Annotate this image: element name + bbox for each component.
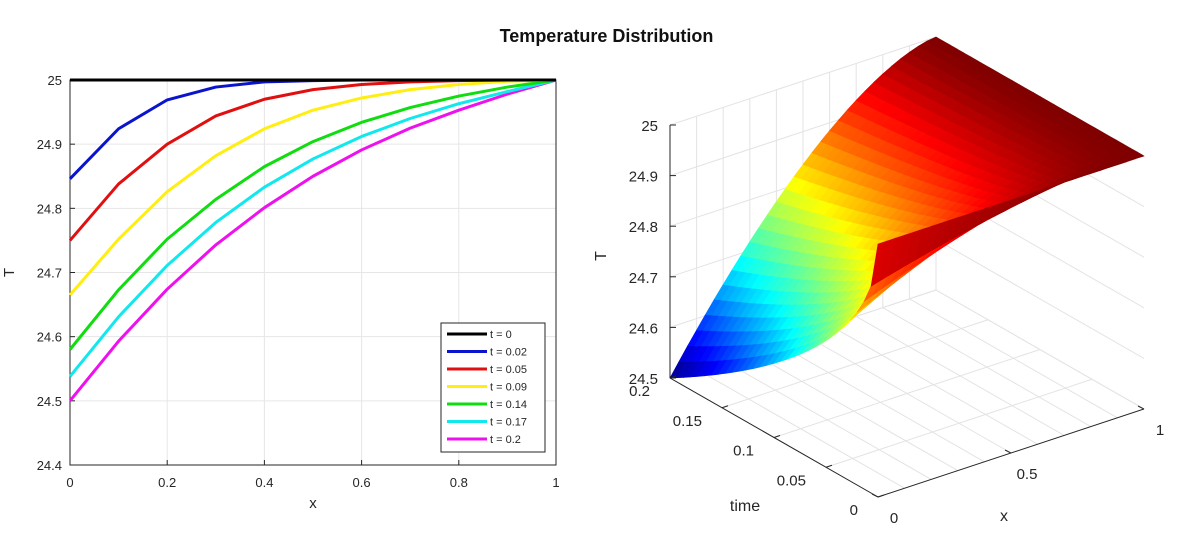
z-tick-label: 24.5 bbox=[629, 371, 658, 388]
time-tick-label: 0.2 bbox=[629, 383, 650, 400]
series-line bbox=[68, 78, 557, 296]
backwall-gridline bbox=[669, 36, 937, 126]
z-tick-label: 24.7 bbox=[629, 270, 658, 287]
time-tick bbox=[773, 435, 781, 438]
x-tick-label: 0.5 bbox=[1017, 466, 1038, 483]
y-tick-label: 25 bbox=[48, 73, 62, 88]
y-axis-label: T bbox=[1, 268, 18, 277]
x-tick-label: 1 bbox=[552, 475, 559, 490]
time-tick-label: 0.15 bbox=[673, 413, 702, 430]
x-tick-label: 0.8 bbox=[450, 475, 468, 490]
legend-label: t = 0.09 bbox=[490, 382, 527, 394]
time-tick-label: 0.05 bbox=[777, 472, 806, 489]
legend-label: t = 0 bbox=[490, 329, 512, 341]
z-tick-label: 25 bbox=[641, 118, 658, 135]
floor-gridline bbox=[773, 349, 1041, 438]
legend-label: t = 0.02 bbox=[490, 347, 527, 359]
floor-gridline bbox=[825, 378, 1093, 468]
series-line bbox=[68, 78, 557, 378]
legend-label: t = 0.14 bbox=[490, 399, 527, 411]
y-tick-label: 24.6 bbox=[37, 330, 62, 345]
y-tick-label: 24.9 bbox=[37, 137, 62, 152]
legend-label: t = 0.05 bbox=[490, 364, 527, 376]
x-tick bbox=[1137, 405, 1145, 410]
y-tick-label: 24.5 bbox=[37, 394, 62, 409]
x-tick-label: 0.6 bbox=[353, 475, 371, 490]
z-tick-label: 24.9 bbox=[629, 169, 658, 186]
time-tick-label: 0.1 bbox=[733, 443, 754, 460]
z-tick-label: 24.8 bbox=[629, 219, 658, 236]
x-tick-label: 0 bbox=[66, 475, 73, 490]
x-tick-label: 0.4 bbox=[255, 475, 273, 490]
y-tick-label: 24.4 bbox=[37, 458, 62, 473]
y-tick-label: 24.8 bbox=[37, 201, 62, 216]
x-tick bbox=[871, 493, 879, 498]
sidewall-gridline bbox=[935, 289, 1145, 410]
floor-gridline bbox=[721, 319, 989, 409]
legend-label: t = 0.2 bbox=[490, 434, 521, 446]
surface-patch bbox=[1127, 151, 1145, 160]
x-tick-label: 0.2 bbox=[158, 475, 176, 490]
figure-title: Temperature Distribution bbox=[499, 26, 714, 46]
line-chart: 0 0.2 0.4 0.6 0.8 1 24.4 24.5 24.6 24.7 24.8 24.9 25… bbox=[1, 73, 560, 512]
series-line bbox=[68, 78, 557, 351]
x-tick bbox=[1004, 449, 1012, 454]
sidewall-gridline bbox=[935, 238, 1145, 359]
time-tick bbox=[825, 464, 833, 468]
x-tick-label: 1 bbox=[1156, 422, 1164, 439]
z-tick-label: 24.6 bbox=[629, 320, 658, 337]
x-axis-label: x bbox=[309, 495, 317, 512]
y-tick-label: 24.7 bbox=[37, 266, 62, 281]
time-tick-label: 0 bbox=[850, 502, 858, 519]
time-tick bbox=[877, 494, 885, 498]
x-axis-label: x bbox=[1000, 508, 1008, 525]
surface-chart: 0 0.5 1 0 0.05 0.1 0.15 0.224.5 24.6 24.7 24.8 24.9… bbox=[593, 36, 1164, 527]
legend-label: t = 0.17 bbox=[490, 417, 527, 429]
z-axis-label: T bbox=[593, 251, 610, 261]
series-line bbox=[68, 78, 557, 402]
x-tick-label: 0 bbox=[890, 510, 898, 527]
time-tick bbox=[721, 405, 729, 409]
time-axis-label: time bbox=[730, 498, 760, 515]
